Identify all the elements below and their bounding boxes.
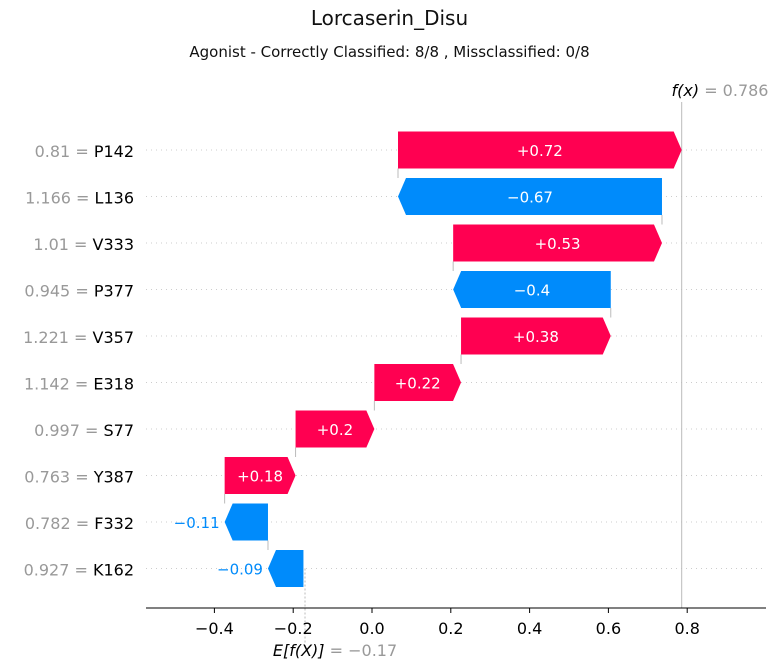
feature-value: 1.166 =: [25, 189, 94, 208]
bar-label-F332: −0.11: [174, 514, 220, 532]
bar-P142: [398, 131, 682, 169]
feature-label-L136: 1.166 = L136: [25, 189, 134, 208]
bar-L136: [398, 178, 662, 215]
feature-label-V357: 1.221 = V357: [23, 328, 134, 347]
feature-label-E318: 1.142 = E318: [24, 375, 134, 394]
bar-V357: [461, 317, 611, 355]
feature-value: 0.997 =: [34, 421, 103, 440]
feature-name: L136: [95, 189, 134, 208]
bar-label-V333: +0.53: [535, 235, 581, 253]
feature-label-S77: 0.997 = S77: [34, 421, 134, 440]
feature-label-P377: 0.945 = P377: [24, 282, 134, 301]
feature-value: 1.142 =: [24, 375, 93, 394]
bar-label-Y387: +0.18: [237, 468, 283, 486]
output-value-name: f(x): [672, 81, 705, 100]
feature-value: 0.763 =: [24, 468, 93, 487]
bar-Y387: [224, 457, 296, 494]
base-value-label: E[f(X)] = −0.17: [273, 641, 397, 660]
bar-E318: [374, 364, 462, 401]
bar-S77: [295, 410, 375, 448]
feature-name: E318: [93, 375, 134, 394]
feature-label-Y387: 0.763 = Y387: [24, 468, 134, 487]
feature-value: 0.81 =: [35, 142, 94, 161]
x-tick-label: 0.2: [438, 619, 463, 638]
feature-name: P377: [94, 282, 134, 301]
feature-name: P142: [94, 142, 134, 161]
feature-name: K162: [93, 561, 134, 580]
feature-name: S77: [103, 421, 134, 440]
bar-label-L136: −0.67: [507, 189, 553, 207]
x-tick-label: 0.6: [596, 619, 621, 638]
bar-V333: [453, 224, 662, 262]
x-tick-label: −0.2: [274, 619, 313, 638]
bar-K162: [267, 550, 304, 587]
bar-F332: [224, 503, 268, 541]
x-tick-label: 0.4: [517, 619, 542, 638]
bar-label-P377: −0.4: [514, 282, 550, 300]
feature-label-V333: 1.01 = V333: [33, 235, 134, 254]
x-tick-label: 0.0: [359, 619, 384, 638]
chart-subtitle: Agonist - Correctly Classified: 8/8 , Mi…: [189, 43, 590, 61]
bar-label-K162: −0.09: [217, 561, 263, 579]
feature-name: V357: [93, 328, 134, 347]
output-value-label: f(x) = 0.786: [672, 81, 769, 100]
bar-label-E318: +0.22: [395, 375, 441, 393]
feature-label-K162: 0.927 = K162: [24, 561, 134, 580]
feature-value: 0.945 =: [24, 282, 93, 301]
bar-P377: [453, 271, 611, 308]
bar-label-P142: +0.72: [517, 142, 563, 160]
feature-name: V333: [93, 235, 134, 254]
base-value-text: = −0.17: [330, 641, 398, 660]
x-tick-label: −0.4: [195, 619, 234, 638]
bar-label-S77: +0.2: [317, 421, 353, 439]
feature-name: Y387: [93, 468, 134, 487]
feature-value: 1.221 =: [23, 328, 92, 347]
chart-title: Lorcaserin_Disu: [310, 6, 469, 30]
feature-value: 0.927 =: [24, 561, 93, 580]
output-value-text: = 0.786: [704, 81, 768, 100]
x-tick-label: 0.8: [674, 619, 699, 638]
feature-label-F332: 0.782 = F332: [25, 514, 134, 533]
feature-value: 0.782 =: [25, 514, 94, 533]
feature-value: 1.01 =: [33, 235, 92, 254]
bar-label-V357: +0.38: [513, 328, 559, 346]
base-value-name: E[f(X)]: [273, 641, 330, 660]
feature-label-P142: 0.81 = P142: [35, 142, 134, 161]
feature-name: F332: [94, 514, 134, 533]
